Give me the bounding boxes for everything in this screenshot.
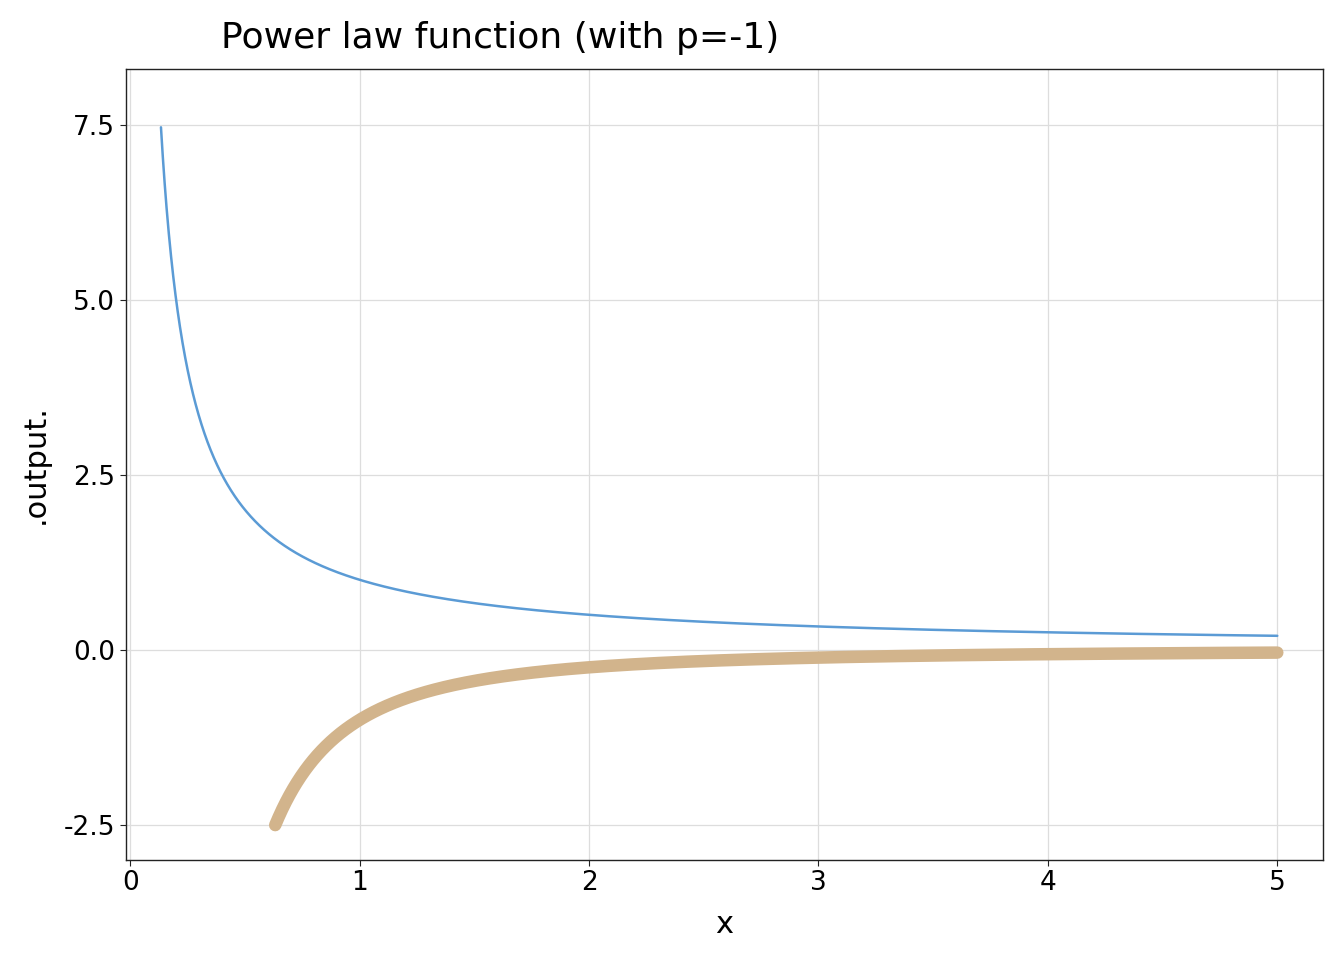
Text: Power law function (with p=-1): Power law function (with p=-1): [222, 21, 780, 55]
Y-axis label: .output.: .output.: [22, 404, 50, 524]
X-axis label: x: x: [715, 910, 734, 939]
